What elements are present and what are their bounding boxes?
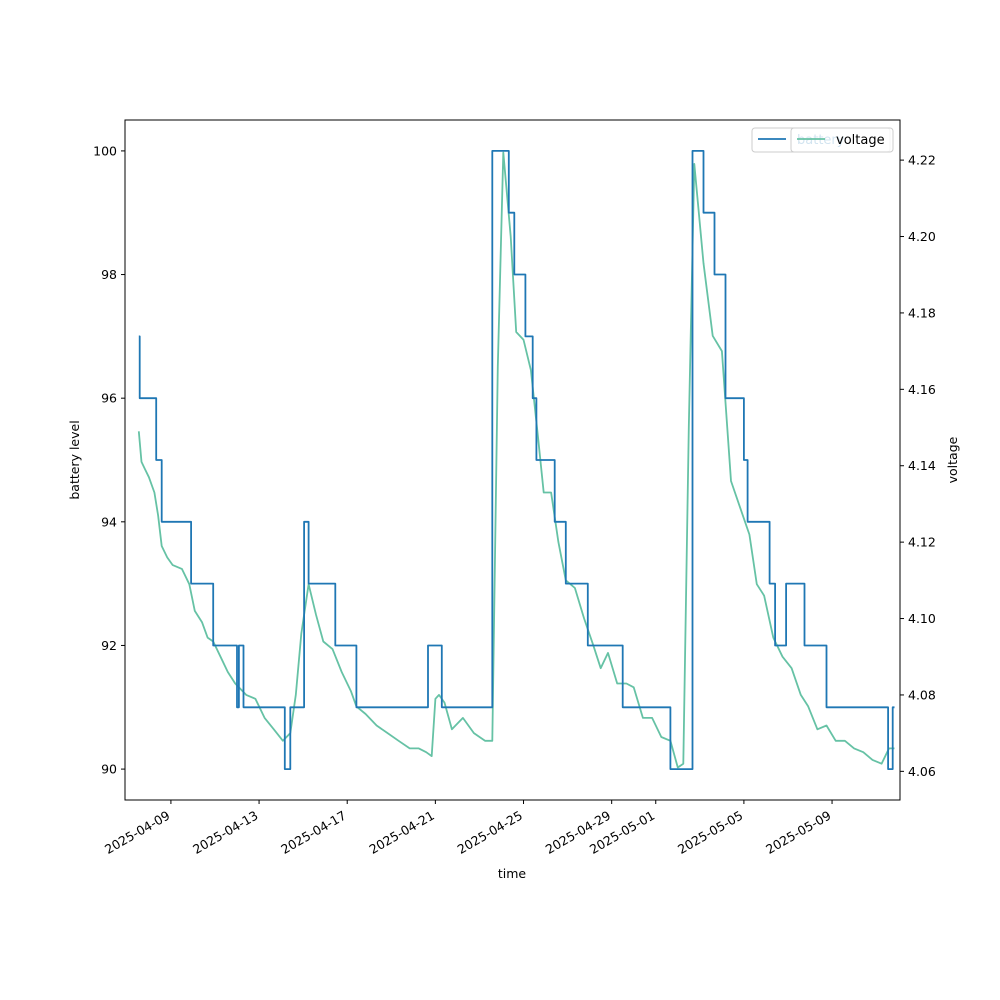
x-tick-label: 2025-04-17 [278,808,348,857]
y-left-tick-label: 94 [101,514,117,529]
y-right-tick-label: 4.08 [908,687,936,702]
y-left-tick-label: 92 [101,638,117,653]
y-right-tick-label: 4.12 [908,535,936,550]
x-axis: 2025-04-09 2025-04-13 2025-04-17 2025-04-21… [102,800,834,857]
y-axis-left: 90 92 94 96 98 100 [93,143,125,777]
y-left-tick-label: 96 [101,391,117,406]
legend-label-voltage: voltage [836,133,885,148]
x-tick-label: 2025-04-25 [455,808,525,857]
x-axis-label: time [498,866,527,881]
x-tick-label: 2025-05-09 [763,808,833,857]
voltage-series-line [137,151,895,769]
y-right-tick-label: 4.20 [908,229,936,244]
y-axis-right-label: voltage [945,436,960,483]
y-right-tick-label: 4.18 [908,305,936,320]
y-right-tick-label: 4.14 [908,458,936,473]
y-left-tick-label: 100 [93,143,117,158]
y-axis-right: 4.06 4.08 4.10 4.12 4.14 4.16 4.18 4.20 4.22 [900,153,936,779]
y-right-tick-label: 4.10 [908,611,936,626]
series-layer [137,150,895,770]
plot-frame [124,119,901,801]
y-right-tick-label: 4.06 [908,764,936,779]
x-tick-label: 2025-04-13 [190,808,260,857]
y-left-tick-label: 90 [101,762,117,777]
x-tick-label: 2025-05-05 [675,808,745,857]
x-tick-label: 2025-04-21 [366,808,436,857]
legend-layer: batteryvoltage [751,127,894,153]
y-right-tick-label: 4.22 [908,153,936,168]
legend-box-voltage [790,127,894,153]
y-left-tick-label: 98 [101,267,117,282]
y-right-tick-label: 4.16 [908,382,936,397]
battery-series-line [138,150,895,770]
y-axis-left-label: battery level [67,420,82,499]
x-tick-label: 2025-04-09 [102,808,172,857]
